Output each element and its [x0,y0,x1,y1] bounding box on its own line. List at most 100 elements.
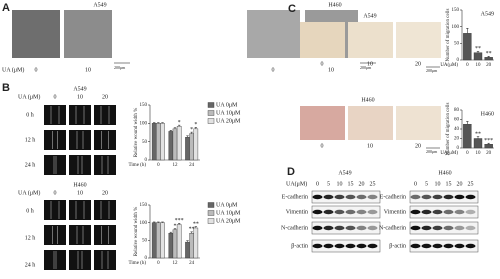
dose-label: 15 [348,181,354,187]
legend-label: UA 20μM [216,218,241,224]
time-label: 24 h [25,262,36,268]
bar [463,33,472,61]
dose-label: 15 [446,181,452,187]
blot-band [312,225,323,231]
blot-band [367,225,378,231]
micrograph [44,105,66,125]
dose-label: 0 [54,190,57,196]
micrograph [94,105,116,125]
blot-band [356,209,367,215]
micrograph [94,200,116,220]
dose-label: 0 [316,181,319,187]
axis-label: UA (μM) [18,189,40,196]
micrograph [69,155,91,175]
x-axis-label: Time (h) [129,261,147,266]
micrograph [94,225,116,245]
bar [172,229,178,259]
time-label: 0 h [26,112,34,118]
dose-label: 10 [435,181,441,187]
y-tick-label: 150 [140,203,148,208]
y-tick-label: 0 [457,58,460,63]
blot-band [367,194,378,200]
blot-band [323,209,334,215]
bar [160,222,165,259]
protein-label: Vimentin [384,209,406,215]
bar [156,123,161,161]
legend-swatch [207,110,215,116]
significance: * [190,127,193,133]
x-tick-label: 0 [466,63,469,68]
blot-band [334,209,345,215]
x-tick-label: 0 [466,151,469,156]
x-axis-label: Time (h) [129,163,147,168]
legend-label: UA 20μM [216,118,241,124]
micrograph [64,10,112,58]
y-tick-label: 0 [145,256,148,261]
blot-band [454,194,465,200]
legend-swatch [207,118,215,124]
x-tick-label: 0 [157,261,160,266]
cell-title: A549 [93,2,106,8]
blot-band [410,194,421,200]
y-tick-label: 150 [140,103,148,108]
dose-label: 10 [77,190,83,196]
blot-band [312,243,323,249]
blot-band [421,225,432,231]
blot-band [443,209,454,215]
micrograph [44,155,66,175]
blot-band [454,225,465,231]
y-tick-label: 100 [140,121,148,126]
y-tick-label: 80 [454,108,460,113]
blot-band [454,209,465,215]
protein-label: β-actin [291,243,308,249]
bar [463,124,472,149]
bar [172,128,178,161]
significance: ** [189,227,195,233]
micrograph [300,22,345,58]
protein-label: Vimentin [286,209,308,215]
bar [185,241,190,259]
y-tick-label: 100 [452,25,460,30]
scale-label: 200μm [114,65,126,70]
y-tick-label: 50 [454,41,460,46]
blot-band [432,243,443,249]
x-tick-label: 0 [157,163,160,168]
blot-band [454,243,465,249]
blot-band [432,209,443,215]
bar [156,222,161,259]
x-tick-label: 24 [189,163,195,168]
x-tick-label: 12 [173,261,179,266]
micrograph [12,10,60,58]
blot-band [410,225,421,231]
chart-title: A549 [481,11,494,17]
dose-label: 20 [102,190,108,196]
protein-label: β-actin [389,243,406,249]
time-label: 12 h [25,137,36,143]
micrograph [94,155,116,175]
significance: ** [475,131,481,137]
blot-band [443,225,454,231]
significance: ** [475,46,481,52]
blot-band [410,209,421,215]
y-tick-label: 150 [452,8,460,13]
micrograph [69,130,91,150]
y-tick-label: 40 [454,127,460,132]
bar [484,57,493,61]
bar [168,233,174,259]
x-tick-label: 20 [486,63,492,68]
bar [484,143,493,149]
dose-label: 5 [327,181,330,187]
micrograph [94,130,116,150]
bar [176,224,182,259]
chart-title: H460 [481,111,494,117]
panel-label: D [287,166,295,178]
y-axis-label: Number of migration cells [446,102,451,155]
dose-label: 0 [414,181,417,187]
bar [151,222,157,259]
cell-title: H460 [328,2,341,8]
dose-label: 10 [85,67,91,73]
blot-band [345,209,356,215]
blot-band [356,225,367,231]
micrograph [69,225,91,245]
cell-title: A549 [73,86,86,92]
